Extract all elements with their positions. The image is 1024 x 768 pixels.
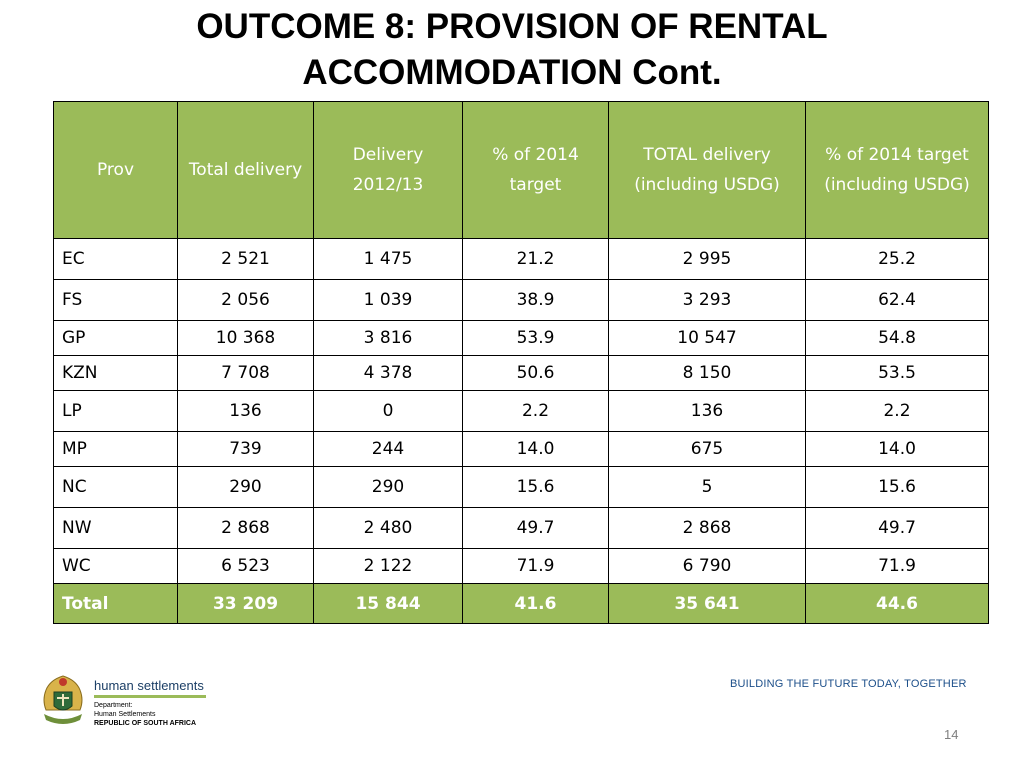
cell-delivery-2012-13: 1 475 (313, 238, 463, 280)
cell-total-delivery: 6 523 (177, 548, 314, 584)
cell-delivery-2012-13: 3 816 (313, 320, 463, 356)
table-row: KZN 7 708 4 378 50.6 8 150 53.5 (53, 355, 989, 391)
cell-total-delivery: 10 368 (177, 320, 314, 356)
cell-delivery-2012-13: 0 (313, 390, 463, 432)
title-line-2: ACCOMMODATION Cont. (302, 53, 722, 92)
cell-pct-target: 49.7 (462, 507, 609, 549)
cell-prov: WC (53, 548, 178, 584)
table-row: NC 290 290 15.6 5 15.6 (53, 466, 989, 508)
cell-pct-usdg: 53.5 (805, 355, 989, 391)
cell-total-usdg: 2 868 (608, 507, 806, 549)
cell-pct-usdg: 54.8 (805, 320, 989, 356)
dept-line-2: Human Settlements (94, 711, 156, 718)
cell-pct-target: 21.2 (462, 238, 609, 280)
title-line-1: OUTCOME 8: PROVISION OF RENTAL (196, 7, 828, 46)
cell-pct-usdg: 62.4 (805, 279, 989, 321)
cell-delivery-2012-13: 4 378 (313, 355, 463, 391)
cell-total-delivery: 290 (177, 466, 314, 508)
cell-total-delivery: 136 (177, 390, 314, 432)
brand-divider (94, 695, 206, 698)
cell-prov: FS (53, 279, 178, 321)
cell-pct-usdg: 14.0 (805, 431, 989, 467)
cell-total-delivery: 2 521 (177, 238, 314, 280)
cell-total-delivery: 7 708 (177, 355, 314, 391)
cell-pct-target: 14.0 (462, 431, 609, 467)
cell-total-usdg: 8 150 (608, 355, 806, 391)
cell-prov: GP (53, 320, 178, 356)
cell-total-usdg: 3 293 (608, 279, 806, 321)
cell-pct-usdg: 25.2 (805, 238, 989, 280)
cell-pct-target: 71.9 (462, 548, 609, 584)
cell-pct-usdg: 2.2 (805, 390, 989, 432)
coat-of-arms-icon (43, 675, 83, 724)
cell-total-delivery-sum: 33 209 (177, 583, 314, 624)
table-header-row: Prov Total delivery Delivery 2012/13 % o… (53, 101, 989, 239)
cell-delivery-2012-13: 290 (313, 466, 463, 508)
col-header-prov: Prov (53, 101, 178, 239)
cell-prov: MP (53, 431, 178, 467)
cell-pct-target: 53.9 (462, 320, 609, 356)
page-number: 14 (944, 727, 959, 742)
table-row: FS 2 056 1 039 38.9 3 293 62.4 (53, 279, 989, 321)
cell-total-label: Total (53, 583, 178, 624)
table-row: WC 6 523 2 122 71.9 6 790 71.9 (53, 548, 989, 584)
col-header-pct-2014-target: % of 2014 target (462, 101, 609, 239)
col-header-delivery-2012-13: Delivery 2012/13 (313, 101, 463, 239)
cell-total-delivery: 739 (177, 431, 314, 467)
cell-total-usdg-sum: 35 641 (608, 583, 806, 624)
cell-prov: LP (53, 390, 178, 432)
rental-delivery-table: Prov Total delivery Delivery 2012/13 % o… (53, 101, 989, 624)
cell-pct-target: 2.2 (462, 390, 609, 432)
cell-total-usdg: 675 (608, 431, 806, 467)
cell-total-usdg: 136 (608, 390, 806, 432)
cell-pct-usdg-sum: 44.6 (805, 583, 989, 624)
footer-slogan: BUILDING THE FUTURE TODAY, TOGETHER (730, 678, 967, 690)
cell-total-delivery: 2 056 (177, 279, 314, 321)
cell-total-usdg: 2 995 (608, 238, 806, 280)
cell-total-delivery: 2 868 (177, 507, 314, 549)
cell-total-usdg: 5 (608, 466, 806, 508)
cell-pct-usdg: 71.9 (805, 548, 989, 584)
cell-total-usdg: 10 547 (608, 320, 806, 356)
cell-prov: NC (53, 466, 178, 508)
col-header-total-delivery-usdg: TOTAL delivery (including USDG) (608, 101, 806, 239)
col-header-pct-target-usdg: % of 2014 target (including USDG) (805, 101, 989, 239)
cell-prov: EC (53, 238, 178, 280)
cell-delivery-2012-13: 2 480 (313, 507, 463, 549)
cell-pct-target: 38.9 (462, 279, 609, 321)
cell-delivery-2012-13: 2 122 (313, 548, 463, 584)
slide-title: OUTCOME 8: PROVISION OF RENTAL ACCOMMODA… (0, 4, 1024, 96)
table-row: LP 136 0 2.2 136 2.2 (53, 390, 989, 432)
col-header-total-delivery: Total delivery (177, 101, 314, 239)
department-logo: human settlements Department: Human Sett… (40, 672, 210, 728)
cell-delivery-2012-13: 1 039 (313, 279, 463, 321)
table-row: NW 2 868 2 480 49.7 2 868 49.7 (53, 507, 989, 549)
table-row: EC 2 521 1 475 21.2 2 995 25.2 (53, 238, 989, 280)
dept-line-1: Department: (94, 702, 133, 709)
cell-delivery-2012-13: 244 (313, 431, 463, 467)
table-row: GP 10 368 3 816 53.9 10 547 54.8 (53, 320, 989, 356)
cell-total-usdg: 6 790 (608, 548, 806, 584)
cell-pct-usdg: 49.7 (805, 507, 989, 549)
cell-prov: NW (53, 507, 178, 549)
cell-pct-target: 50.6 (462, 355, 609, 391)
cell-prov: KZN (53, 355, 178, 391)
cell-pct-usdg: 15.6 (805, 466, 989, 508)
cell-pct-target-sum: 41.6 (462, 583, 609, 624)
cell-pct-target: 15.6 (462, 466, 609, 508)
dept-line-3: REPUBLIC OF SOUTH AFRICA (94, 720, 197, 727)
brand-name: human settlements (94, 678, 204, 693)
table-row: MP 739 244 14.0 675 14.0 (53, 431, 989, 467)
table-total-row: Total 33 209 15 844 41.6 35 641 44.6 (53, 583, 989, 624)
cell-delivery-2012-13-sum: 15 844 (313, 583, 463, 624)
